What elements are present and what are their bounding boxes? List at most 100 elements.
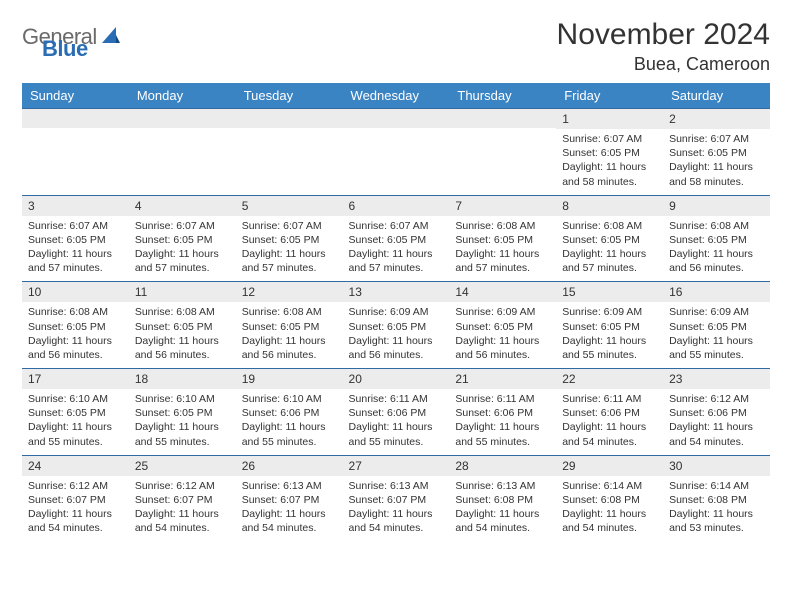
day-body: Sunrise: 6:12 AMSunset: 6:06 PMDaylight:… bbox=[663, 389, 770, 455]
day-cell: 8Sunrise: 6:08 AMSunset: 6:05 PMDaylight… bbox=[556, 195, 663, 282]
day-cell bbox=[343, 109, 450, 196]
daylight-text: and 54 minutes. bbox=[562, 435, 657, 449]
sunset-text: Sunset: 6:05 PM bbox=[135, 320, 230, 334]
day-number: 29 bbox=[556, 456, 663, 476]
daylight-text: Daylight: 11 hours bbox=[349, 334, 444, 348]
day-number: 30 bbox=[663, 456, 770, 476]
sunset-text: Sunset: 6:05 PM bbox=[669, 320, 764, 334]
daylight-text: and 55 minutes. bbox=[455, 435, 550, 449]
daylight-text: Daylight: 11 hours bbox=[28, 420, 123, 434]
daylight-text: and 56 minutes. bbox=[135, 348, 230, 362]
daylight-text: Daylight: 11 hours bbox=[135, 334, 230, 348]
daylight-text: and 57 minutes. bbox=[455, 261, 550, 275]
sunset-text: Sunset: 6:06 PM bbox=[562, 406, 657, 420]
sunset-text: Sunset: 6:05 PM bbox=[28, 320, 123, 334]
location: Buea, Cameroon bbox=[557, 54, 770, 75]
sunset-text: Sunset: 6:06 PM bbox=[349, 406, 444, 420]
day-cell: 7Sunrise: 6:08 AMSunset: 6:05 PMDaylight… bbox=[449, 195, 556, 282]
sunset-text: Sunset: 6:05 PM bbox=[135, 406, 230, 420]
day-number: 15 bbox=[556, 282, 663, 302]
day-cell: 1Sunrise: 6:07 AMSunset: 6:05 PMDaylight… bbox=[556, 109, 663, 196]
sunset-text: Sunset: 6:05 PM bbox=[562, 320, 657, 334]
sunrise-text: Sunrise: 6:10 AM bbox=[135, 392, 230, 406]
daylight-text: Daylight: 11 hours bbox=[455, 507, 550, 521]
sunset-text: Sunset: 6:08 PM bbox=[455, 493, 550, 507]
sunrise-text: Sunrise: 6:14 AM bbox=[562, 479, 657, 493]
sunset-text: Sunset: 6:07 PM bbox=[242, 493, 337, 507]
day-number: 28 bbox=[449, 456, 556, 476]
day-body: Sunrise: 6:08 AMSunset: 6:05 PMDaylight:… bbox=[22, 302, 129, 368]
sunrise-text: Sunrise: 6:14 AM bbox=[669, 479, 764, 493]
day-body: Sunrise: 6:08 AMSunset: 6:05 PMDaylight:… bbox=[663, 216, 770, 282]
day-number: 7 bbox=[449, 196, 556, 216]
day-body: Sunrise: 6:08 AMSunset: 6:05 PMDaylight:… bbox=[556, 216, 663, 282]
sunrise-text: Sunrise: 6:08 AM bbox=[242, 305, 337, 319]
day-body: Sunrise: 6:13 AMSunset: 6:07 PMDaylight:… bbox=[236, 476, 343, 542]
day-cell: 30 Sunrise: 6:14 AMSunset: 6:08 PMDayligh… bbox=[663, 455, 770, 541]
day-cell: 18 Sunrise: 6:10 AMSunset: 6:05 PMDayligh… bbox=[129, 369, 236, 456]
day-number: 16 bbox=[663, 282, 770, 302]
sunset-text: Sunset: 6:08 PM bbox=[669, 493, 764, 507]
week-row: 1Sunrise: 6:07 AMSunset: 6:05 PMDaylight… bbox=[22, 109, 770, 196]
day-body: Sunrise: 6:09 AMSunset: 6:05 PMDaylight:… bbox=[556, 302, 663, 368]
weekday-header: Saturday bbox=[663, 83, 770, 109]
daylight-text: and 56 minutes. bbox=[28, 348, 123, 362]
month-title: November 2024 bbox=[557, 18, 770, 52]
sunset-text: Sunset: 6:06 PM bbox=[669, 406, 764, 420]
day-number: 12 bbox=[236, 282, 343, 302]
sunset-text: Sunset: 6:07 PM bbox=[28, 493, 123, 507]
sunrise-text: Sunrise: 6:11 AM bbox=[349, 392, 444, 406]
daylight-text: Daylight: 11 hours bbox=[242, 420, 337, 434]
day-cell: 26Sunrise: 6:13 AMSunset: 6:07 PMDayligh… bbox=[236, 455, 343, 541]
daylight-text: and 54 minutes. bbox=[349, 521, 444, 535]
daylight-text: Daylight: 11 hours bbox=[28, 334, 123, 348]
daylight-text: Daylight: 11 hours bbox=[349, 507, 444, 521]
daylight-text: Daylight: 11 hours bbox=[669, 420, 764, 434]
day-body: Sunrise: 6:07 AMSunset: 6:05 PMDaylight:… bbox=[663, 129, 770, 195]
sunrise-text: Sunrise: 6:07 AM bbox=[562, 132, 657, 146]
sunrise-text: Sunrise: 6:08 AM bbox=[562, 219, 657, 233]
day-body: Sunrise: 6:07 AMSunset: 6:05 PMDaylight:… bbox=[343, 216, 450, 282]
day-cell: 25Sunrise: 6:12 AMSunset: 6:07 PMDayligh… bbox=[129, 455, 236, 541]
day-body: Sunrise: 6:10 AMSunset: 6:06 PMDaylight:… bbox=[236, 389, 343, 455]
sunset-text: Sunset: 6:05 PM bbox=[135, 233, 230, 247]
day-cell: 24Sunrise: 6:12 AMSunset: 6:07 PMDayligh… bbox=[22, 455, 129, 541]
week-row: 3Sunrise: 6:07 AMSunset: 6:05 PMDaylight… bbox=[22, 195, 770, 282]
daylight-text: and 58 minutes. bbox=[669, 175, 764, 189]
weekday-header: Thursday bbox=[449, 83, 556, 109]
day-cell: 14Sunrise: 6:09 AMSunset: 6:05 PMDayligh… bbox=[449, 282, 556, 369]
day-number: 26 bbox=[236, 456, 343, 476]
day-body: Sunrise: 6:11 AMSunset: 6:06 PMDaylight:… bbox=[449, 389, 556, 455]
daylight-text: Daylight: 11 hours bbox=[135, 420, 230, 434]
sunset-text: Sunset: 6:07 PM bbox=[135, 493, 230, 507]
day-cell: 2Sunrise: 6:07 AMSunset: 6:05 PMDaylight… bbox=[663, 109, 770, 196]
daylight-text: and 58 minutes. bbox=[562, 175, 657, 189]
daylight-text: Daylight: 11 hours bbox=[562, 160, 657, 174]
day-number: 27 bbox=[343, 456, 450, 476]
sunrise-text: Sunrise: 6:09 AM bbox=[455, 305, 550, 319]
sunrise-text: Sunrise: 6:13 AM bbox=[455, 479, 550, 493]
sunrise-text: Sunrise: 6:12 AM bbox=[669, 392, 764, 406]
sunset-text: Sunset: 6:05 PM bbox=[455, 320, 550, 334]
day-cell: 6Sunrise: 6:07 AMSunset: 6:05 PMDaylight… bbox=[343, 195, 450, 282]
sunset-text: Sunset: 6:06 PM bbox=[455, 406, 550, 420]
day-number: 11 bbox=[129, 282, 236, 302]
day-number: 24 bbox=[22, 456, 129, 476]
day-cell: 12Sunrise: 6:08 AMSunset: 6:05 PMDayligh… bbox=[236, 282, 343, 369]
day-cell: 3Sunrise: 6:07 AMSunset: 6:05 PMDaylight… bbox=[22, 195, 129, 282]
weekday-header: Tuesday bbox=[236, 83, 343, 109]
day-number: 18 bbox=[129, 369, 236, 389]
daylight-text: Daylight: 11 hours bbox=[669, 507, 764, 521]
day-body: Sunrise: 6:09 AMSunset: 6:05 PMDaylight:… bbox=[449, 302, 556, 368]
daylight-text: and 55 minutes. bbox=[135, 435, 230, 449]
sail-icon bbox=[101, 26, 121, 49]
daylight-text: Daylight: 11 hours bbox=[562, 247, 657, 261]
daylight-text: and 54 minutes. bbox=[135, 521, 230, 535]
day-body: Sunrise: 6:07 AMSunset: 6:05 PMDaylight:… bbox=[129, 216, 236, 282]
week-row: 24Sunrise: 6:12 AMSunset: 6:07 PMDayligh… bbox=[22, 455, 770, 541]
daylight-text: and 56 minutes. bbox=[455, 348, 550, 362]
sunset-text: Sunset: 6:05 PM bbox=[349, 233, 444, 247]
sunrise-text: Sunrise: 6:12 AM bbox=[135, 479, 230, 493]
sunrise-text: Sunrise: 6:08 AM bbox=[28, 305, 123, 319]
day-cell bbox=[236, 109, 343, 196]
